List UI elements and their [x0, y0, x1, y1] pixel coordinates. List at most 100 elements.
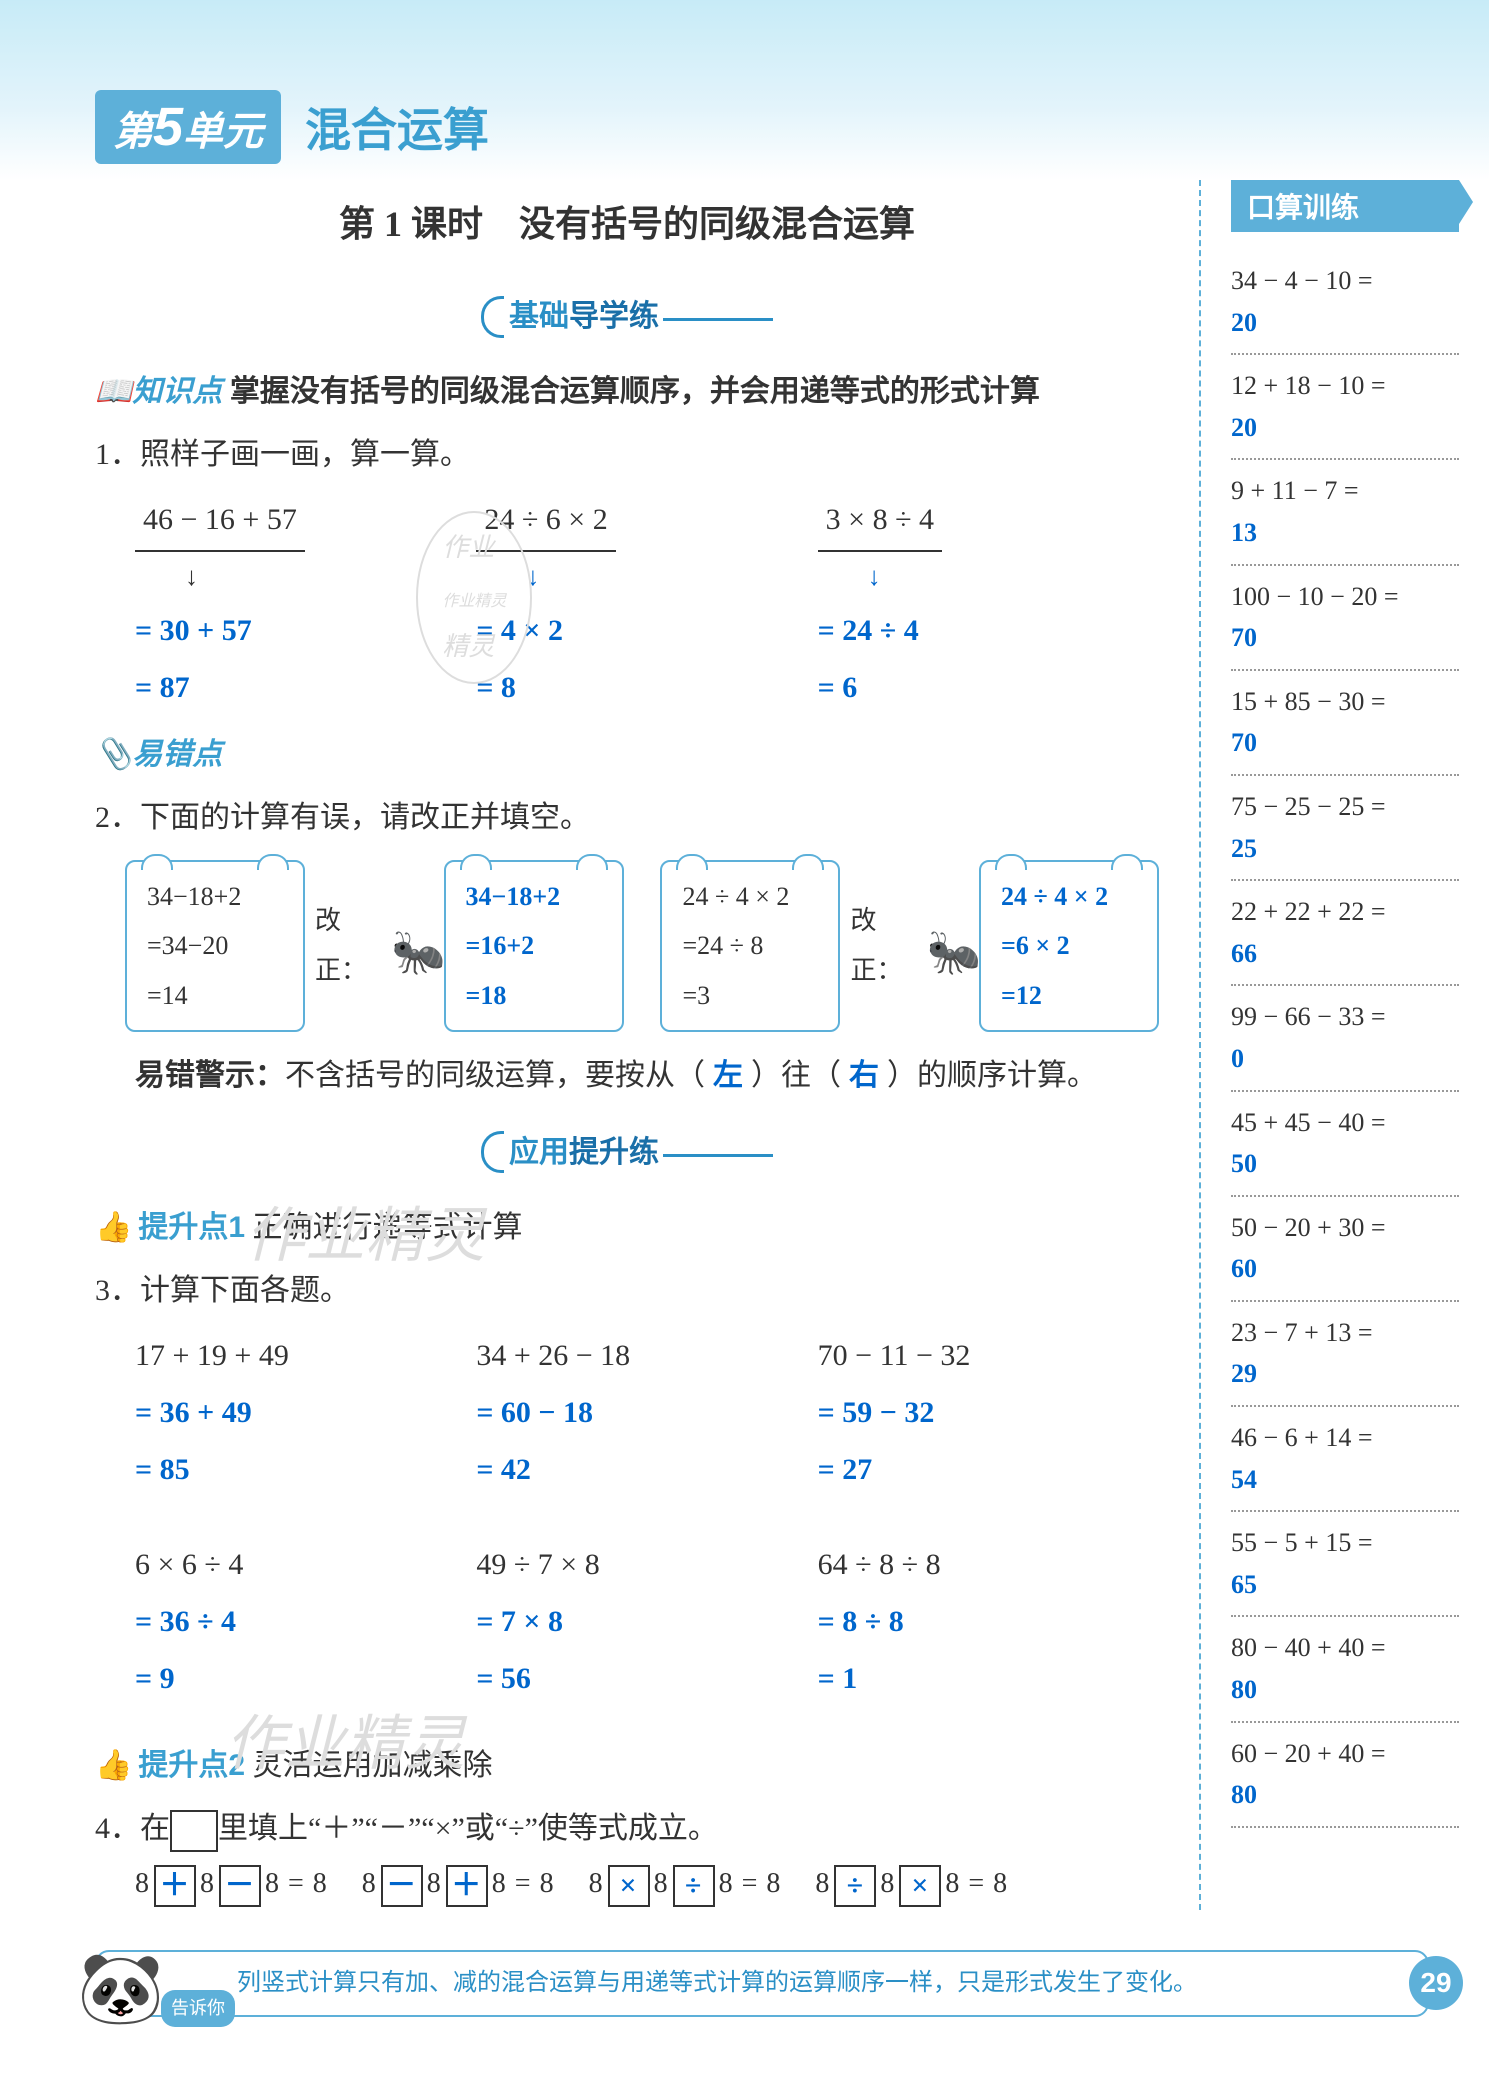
main-wrap: 第 1 课时 没有括号的同级混合运算 基础导学练 📖知识点 掌握没有括号的同级混… — [0, 180, 1489, 1910]
sidebar-item: 55 − 5 + 15 =65 — [1231, 1512, 1459, 1617]
q2-row: 34−18+2 =34−20 =14 改正： 34−18+2 =16+2 =18… — [125, 860, 1159, 1032]
sidebar-item-a: 13 — [1231, 512, 1459, 554]
sidebar-item-q: 12 + 18 − 10 = — [1231, 371, 1386, 400]
sidebar-item-q: 75 − 25 − 25 = — [1231, 792, 1386, 821]
q1-stem: 1．照样子画一画，算一算。 — [95, 426, 1159, 483]
arrow-down-icon: ↓ — [185, 552, 456, 601]
knowledge-point-row: 📖知识点 掌握没有括号的同级混合运算顺序，并会用递等式的形式计算 — [95, 363, 1159, 420]
q4-3a: 8 — [815, 1868, 830, 1899]
q4-1a: 8 — [362, 1868, 377, 1899]
q3-e12: 64 ÷ 8 ÷ 8 — [818, 1536, 1139, 1593]
q4-op-30[interactable]: ÷ — [834, 1865, 876, 1907]
sidebar-item-q: 55 − 5 + 15 = — [1231, 1528, 1373, 1557]
sidebar-item-a: 0 — [1231, 1038, 1459, 1080]
q4-op-01[interactable]: － — [219, 1865, 261, 1907]
unit-title: 混合运算 — [305, 94, 489, 160]
footer-bubble: 告诉你 — [161, 1990, 235, 2027]
q2-wrong-right: 24 ÷ 4 × 2 =24 ÷ 8 =3 — [660, 860, 840, 1032]
sidebar-item-a: 20 — [1231, 302, 1459, 344]
q4-3c: 8 = 8 — [945, 1868, 1008, 1899]
q1-row: 46 − 16 + 57 ↓ = 30 + 57 = 87 作业 作业精灵 精灵… — [135, 491, 1159, 715]
sidebar-item-a: 60 — [1231, 1248, 1459, 1290]
sidebar-item-a: 66 — [1231, 933, 1459, 975]
unit-badge-prefix: 第 — [113, 110, 153, 154]
spacer — [95, 1498, 1159, 1528]
sidebar-item-q: 99 − 66 − 33 = — [1231, 1002, 1386, 1031]
sidebar-item-a: 29 — [1231, 1353, 1459, 1395]
ant-icon — [391, 911, 433, 981]
q1-col-1: 作业 作业精灵 精灵 24 ÷ 6 × 2 ↓ = 4 × 2 = 8 — [476, 491, 817, 715]
q3-s2-10: = 9 — [135, 1650, 456, 1707]
sidebar-item: 22 + 22 + 22 =66 — [1231, 881, 1459, 986]
kp-label: 📖知识点 — [95, 375, 222, 408]
q2-wl-2: =14 — [147, 971, 283, 1020]
q2-wl-1: =34−20 — [147, 921, 283, 970]
q2-wl-0: 34−18+2 — [147, 872, 283, 921]
q4-op-31[interactable]: × — [899, 1865, 941, 1907]
tip1-row: 作业精灵 👍提升点1 正确进行递等式计算 — [95, 1199, 1159, 1256]
thumb-icon: 👍 — [95, 1211, 132, 1244]
warn-fill2: 右 — [841, 1059, 887, 1092]
q2-wr-0: 24 ÷ 4 × 2 — [682, 872, 818, 921]
banner-advanced: 应用提升练 — [95, 1124, 1159, 1181]
q1-s2-2: = 6 — [818, 659, 1139, 716]
q2-rl-0: 34−18+2 — [466, 872, 602, 921]
q3-s2-11: = 56 — [476, 1650, 797, 1707]
q4-op-10[interactable]: － — [381, 1865, 423, 1907]
banner1-b: 导学练 — [569, 300, 659, 333]
warn-a: 易错警示： — [135, 1059, 285, 1092]
q3-e10: 6 × 6 ÷ 4 — [135, 1536, 456, 1593]
sidebar-item-q: 60 − 20 + 40 = — [1231, 1739, 1386, 1768]
q4-op-11[interactable]: ＋ — [446, 1865, 488, 1907]
warn-c: ）往（ — [751, 1059, 841, 1092]
q3-row-0: 17 + 19 + 49 = 36 + 49 = 85 34 + 26 − 18… — [135, 1327, 1159, 1498]
sidebar-item-a: 70 — [1231, 617, 1459, 659]
unit-header: 第5单元 混合运算 — [95, 90, 489, 164]
blank-box-icon — [170, 1810, 218, 1852]
unit-badge-number: 5 — [153, 97, 183, 157]
lesson-title: 第 1 课时 没有括号的同级混合运算 — [95, 190, 1159, 258]
q3-row-1: 6 × 6 ÷ 4 = 36 ÷ 4 = 9 49 ÷ 7 × 8 = 7 × … — [135, 1536, 1159, 1707]
q4-expressions: 8＋8－8 = 8 8－8＋8 = 8 8×8÷8 = 8 8÷8×8 = 8 — [135, 1857, 1159, 1910]
error-point-row: 📎易错点 — [95, 726, 1159, 783]
q4-0c: 8 = 8 — [265, 1868, 328, 1899]
sidebar-item-q: 45 + 45 − 40 = — [1231, 1108, 1386, 1137]
footer-text: 列竖式计算只有加、减的混合运算与用递等式计算的运算顺序一样，只是形式发生了变化。 — [237, 1970, 1197, 1996]
tip1-label: 提升点1 — [138, 1211, 245, 1244]
kp-text: 掌握没有括号的同级混合运算顺序，并会用递等式的形式计算 — [230, 375, 1040, 408]
err-label-text: 易错点 — [132, 738, 222, 771]
q3-e02: 70 − 11 − 32 — [818, 1327, 1139, 1384]
sidebar-item-q: 23 − 7 + 13 = — [1231, 1318, 1373, 1347]
sidebar-item: 12 + 18 − 10 =20 — [1231, 355, 1459, 460]
q2-rr-1: =6 × 2 — [1001, 921, 1137, 970]
sidebar-item: 34 − 4 − 10 =20 — [1231, 250, 1459, 355]
q2-wr-2: =3 — [682, 971, 818, 1020]
q4-op-21[interactable]: ÷ — [673, 1865, 715, 1907]
q3-s2-02: = 27 — [818, 1441, 1139, 1498]
unit-badge: 第5单元 — [95, 90, 281, 164]
sidebar-items: 34 − 4 − 10 =2012 + 18 − 10 =209 + 11 − … — [1231, 250, 1459, 1828]
q4-op-00[interactable]: ＋ — [154, 1865, 196, 1907]
thumb-icon: 👍 — [95, 1749, 132, 1782]
banner1-a: 基础 — [509, 300, 569, 333]
q3-c10: 6 × 6 ÷ 4 = 36 ÷ 4 = 9 — [135, 1536, 476, 1707]
sidebar-item: 15 + 85 − 30 =70 — [1231, 671, 1459, 776]
banner2-a: 应用 — [509, 1136, 569, 1169]
q4-stem-a: 4．在 — [95, 1812, 170, 1845]
q1-col-0: 46 − 16 + 57 ↓ = 30 + 57 = 87 — [135, 491, 476, 715]
mascot-icon: 🐼 — [77, 1934, 187, 2044]
q3-s1-11: = 7 × 8 — [476, 1593, 797, 1650]
q4-1b: 8 — [427, 1868, 442, 1899]
q2-right-right: 24 ÷ 4 × 2 =6 × 2 =12 — [979, 860, 1159, 1032]
q4-op-20[interactable]: × — [608, 1865, 650, 1907]
q3-s1-10: = 36 ÷ 4 — [135, 1593, 456, 1650]
tip2-text: 灵活运用加减乘除 — [253, 1749, 493, 1782]
ant-icon — [927, 911, 969, 981]
sidebar-item: 23 − 7 + 13 = 29 — [1231, 1302, 1459, 1407]
banner2-b: 提升练 — [569, 1136, 659, 1169]
warn-d: ）的顺序计算。 — [887, 1059, 1097, 1092]
q1-s1-0: = 30 + 57 — [135, 602, 456, 659]
q3-s2-00: = 85 — [135, 1441, 456, 1498]
arrow-down-icon: ↓ — [526, 552, 797, 601]
q1-expr-0: 46 − 16 + 57 — [135, 491, 305, 552]
